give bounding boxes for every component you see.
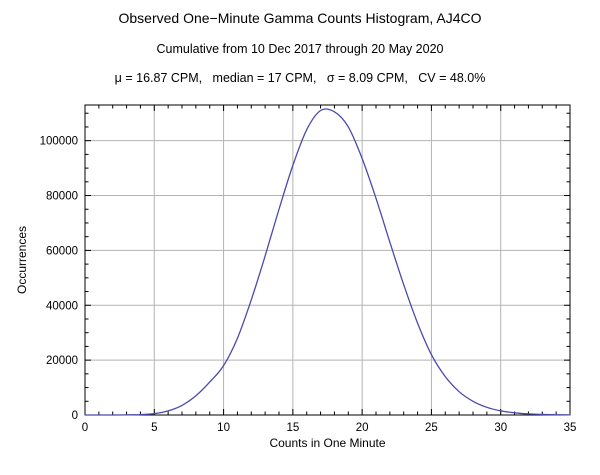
chart-title: Observed One−Minute Gamma Counts Histogr… <box>118 10 482 26</box>
y-tick-label: 40000 <box>46 300 78 312</box>
x-tick-label: 20 <box>356 422 369 434</box>
x-axis-label: Counts in One Minute <box>269 436 386 450</box>
y-tick-label: 0 <box>72 410 78 422</box>
x-tick-label: 0 <box>82 422 88 434</box>
y-tick-label: 60000 <box>46 245 78 257</box>
chart-stats-line: μ = 16.87 CPM, median = 17 CPM, σ = 8.09… <box>114 71 486 85</box>
y-tick-label: 80000 <box>46 191 78 203</box>
data-curve <box>84 108 571 416</box>
chart-subtitle: Cumulative from 10 Dec 2017 through 20 M… <box>156 42 444 56</box>
y-tick-label: 100000 <box>40 136 78 148</box>
x-tick-label: 35 <box>564 422 577 434</box>
plot-frame <box>84 104 571 416</box>
x-tick-label: 25 <box>425 422 438 434</box>
y-tick-label: 20000 <box>46 355 78 367</box>
x-tick-label: 30 <box>494 422 507 434</box>
x-tick-label: 5 <box>151 422 157 434</box>
x-tick-label: 15 <box>286 422 299 434</box>
x-tick-label: 10 <box>217 422 230 434</box>
